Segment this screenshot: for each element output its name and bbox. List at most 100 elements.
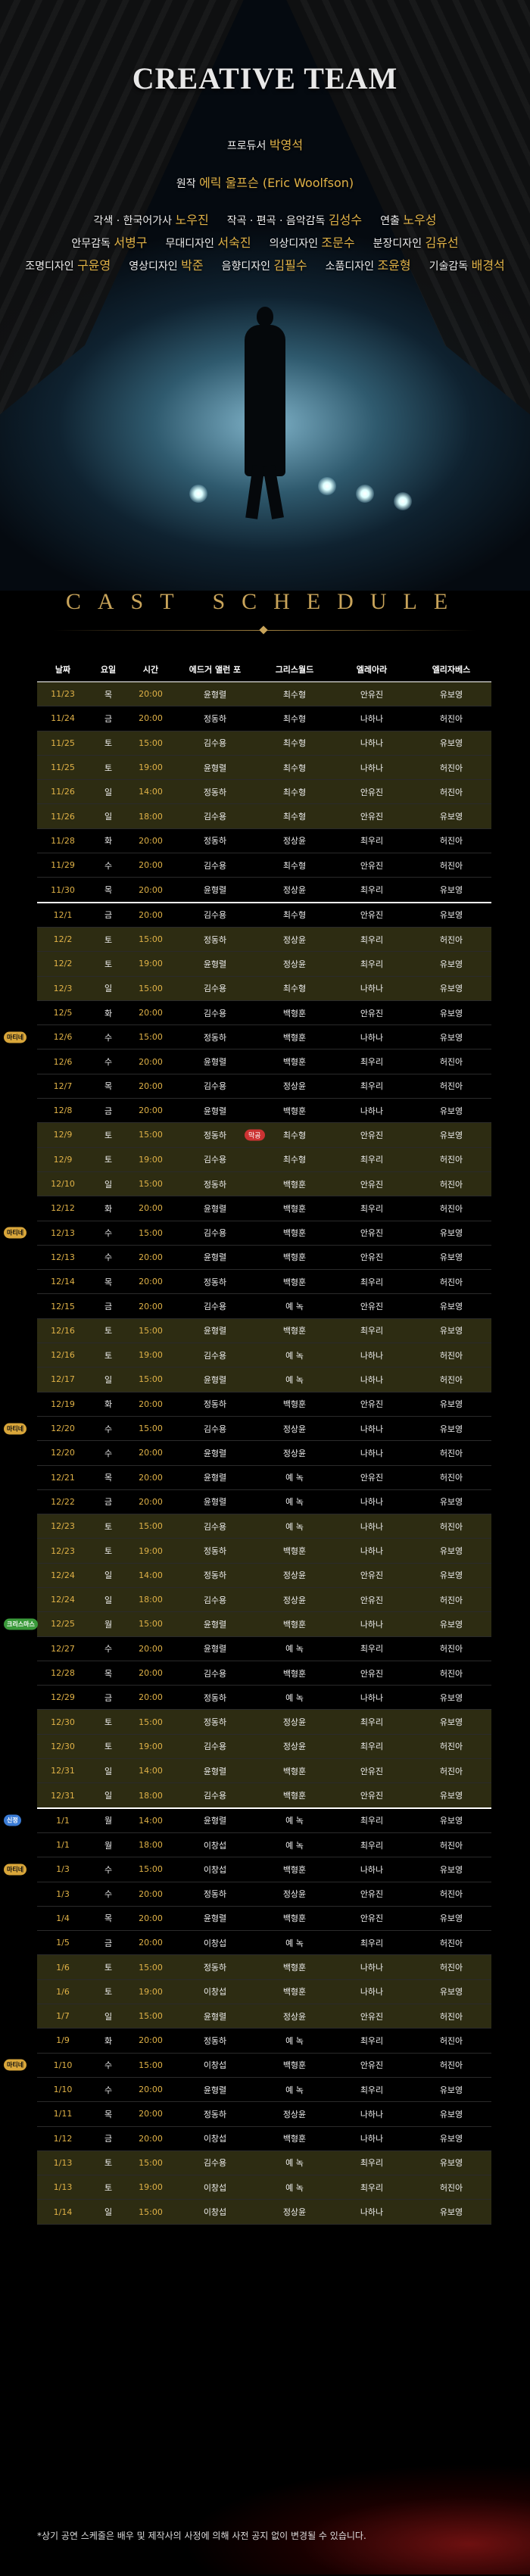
elaria-cast-cell-text: 최우리 <box>360 2035 384 2046</box>
elizabeth-cast-cell: 허진아 <box>411 828 491 854</box>
griswold-cast-cell-text: 정상윤 <box>282 1448 307 1458</box>
elizabeth-cast-cell-text: 유보영 <box>439 1864 463 1875</box>
elizabeth-cast-cell: 유보영 <box>411 1024 491 1050</box>
day-cell: 수 <box>89 1636 128 1661</box>
credit-role: 분장디자인 <box>373 238 422 250</box>
date-cell-text: 11/29 <box>51 860 75 871</box>
date-cell-text: 11/25 <box>51 763 75 773</box>
date-cell-text: 12/24 <box>51 1595 75 1605</box>
elaria-cast-cell-text: 최우리 <box>360 1057 384 1068</box>
poe-cast-cell-text: 김수용 <box>203 1668 227 1679</box>
time-cell: 15:00 <box>128 1318 173 1344</box>
elaria-cast-cell: 안유진 <box>332 1758 411 1784</box>
poe-cast-cell-text: 김수용 <box>203 738 227 749</box>
elaria-cast-cell: 최우리 <box>332 1049 411 1074</box>
table-row: 12/2 토 19:00 윤형렬 정상윤 최우리 유보영 <box>37 951 491 977</box>
time-cell-text: 20:00 <box>139 2109 163 2119</box>
time-cell: 15:00 <box>128 1024 173 1050</box>
date-cell-text: 12/3 <box>53 983 73 993</box>
day-cell: 토 <box>89 2175 128 2200</box>
griswold-cast-cell-text: 정상윤 <box>282 1570 307 1581</box>
day-cell: 목 <box>89 1661 128 1686</box>
credit-item: 소품디자인 조윤형 <box>326 258 411 273</box>
date-cell-text: 12/7 <box>53 1081 73 1091</box>
poe-cast-cell-text: 정동하 <box>203 1032 227 1043</box>
poe-cast-cell: 윤형렬 <box>173 2077 257 2103</box>
time-cell: 15:00 <box>128 2053 173 2078</box>
elaria-cast-cell: 나하나 <box>332 731 411 756</box>
elizabeth-cast-cell: 유보영 <box>411 1098 491 1124</box>
day-cell: 월 <box>89 1611 128 1637</box>
time-cell-text: 20:00 <box>139 1472 163 1483</box>
date-cell: 12/5 <box>37 1000 89 1026</box>
poe-cast-cell-text: 정동하 <box>203 1692 227 1703</box>
elizabeth-cast-cell-text: 유보영 <box>439 1987 463 1997</box>
elizabeth-cast-cell: 허진아 <box>411 1661 491 1686</box>
table-row: 12/27 수 20:00 윤형렬 예 녹 최우리 허진아 <box>37 1636 491 1661</box>
day-cell-text: 화 <box>104 2035 113 2046</box>
day-cell-text: 일 <box>104 1179 113 1190</box>
date-cell: 12/14 <box>37 1269 89 1295</box>
day-cell-text: 목 <box>104 1277 113 1287</box>
time-cell: 15:00 <box>128 1857 173 1882</box>
elizabeth-cast-cell: 허진아 <box>411 779 491 805</box>
day-cell: 수 <box>89 1221 128 1246</box>
griswold-cast-cell: 예 녹 <box>257 1514 332 1539</box>
elizabeth-cast-cell: 허진아 <box>411 2175 491 2200</box>
stage-light <box>189 485 207 503</box>
hero-banner: CREATIVE TEAM 프로듀서 박영석 원작 에릭 울프슨 (Eric W… <box>0 0 530 591</box>
griswold-cast-cell: 최수형 <box>257 901 332 928</box>
elizabeth-cast-cell: 허진아 <box>411 1171 491 1197</box>
elaria-cast-cell-text: 안유진 <box>360 1791 384 1801</box>
day-cell: 토 <box>89 951 128 977</box>
day-cell-text: 토 <box>104 763 113 773</box>
day-cell-text: 금 <box>104 1692 113 1703</box>
date-cell-text: 12/27 <box>51 1643 75 1654</box>
date-cell-text: 12/13 <box>51 1227 75 1238</box>
date-cell: 12/2 <box>37 951 89 977</box>
day-cell: 화 <box>89 2028 128 2054</box>
day-cell: 수 <box>89 1882 128 1907</box>
griswold-cast-cell: 정상윤 <box>257 1563 332 1588</box>
elaria-cast-cell: 최우리 <box>332 927 411 953</box>
day-cell: 일 <box>89 1782 128 1809</box>
time-cell-text: 14:00 <box>139 1766 163 1776</box>
poe-cast-cell-text: 이창섭 <box>203 1840 227 1851</box>
day-cell-text: 화 <box>104 1399 113 1410</box>
griswold-cast-cell-text: 예 녹 <box>285 2158 304 2169</box>
day-cell-text: 금 <box>104 1302 113 1312</box>
griswold-cast-cell-text: 예 녹 <box>285 1374 304 1385</box>
elaria-cast-cell-text: 나하나 <box>360 713 384 724</box>
griswold-cast-cell: 예 녹 <box>257 2175 332 2200</box>
elaria-cast-cell-text: 나하나 <box>360 1546 384 1557</box>
time-cell: 18:00 <box>128 803 173 829</box>
griswold-cast-cell-text: 백형훈 <box>282 1203 307 1214</box>
day-cell-text: 수 <box>104 1889 113 1900</box>
elizabeth-cast-cell-text: 유보영 <box>439 1252 463 1263</box>
griswold-cast-cell: 백형훈 <box>257 1098 332 1124</box>
day-cell-text: 토 <box>104 2182 113 2193</box>
poe-cast-cell-text: 정동하 <box>203 836 227 847</box>
griswold-cast-cell: 정상윤 <box>257 1074 332 1099</box>
elizabeth-cast-cell: 유보영 <box>411 1979 491 2005</box>
elizabeth-cast-cell-text: 유보영 <box>439 1619 463 1629</box>
day-cell-text: 목 <box>104 2109 113 2119</box>
elizabeth-cast-cell: 허진아 <box>411 1269 491 1295</box>
credit-row-2: 안무감독 서병구 무대디자인 서숙진 의상디자인 조문수 분장디자인 김유선 <box>0 232 530 251</box>
griswold-cast-cell: 정상윤 <box>257 1440 332 1466</box>
table-row: 12/23 토 15:00 김수용 예 녹 나하나 허진아 <box>37 1514 491 1539</box>
elizabeth-cast-cell: 유보영 <box>411 1221 491 1246</box>
credit-name: 김유선 <box>425 235 459 250</box>
time-cell: 20:00 <box>128 877 173 903</box>
poe-cast-cell: 정동하 <box>173 1171 257 1197</box>
date-cell: 12/2 <box>37 927 89 953</box>
day-cell-text: 토 <box>104 1350 113 1361</box>
day-cell-text: 목 <box>104 1913 113 1924</box>
day-cell: 토 <box>89 1318 128 1344</box>
time-cell-text: 19:00 <box>139 763 163 773</box>
time-cell-text: 14:00 <box>139 787 163 797</box>
day-cell-text: 금 <box>104 1938 113 1948</box>
day-cell-text: 목 <box>104 1668 113 1679</box>
poe-cast-cell-text: 정동하 <box>203 1130 227 1140</box>
griswold-cast-cell: 백형훈 <box>257 1049 332 1074</box>
